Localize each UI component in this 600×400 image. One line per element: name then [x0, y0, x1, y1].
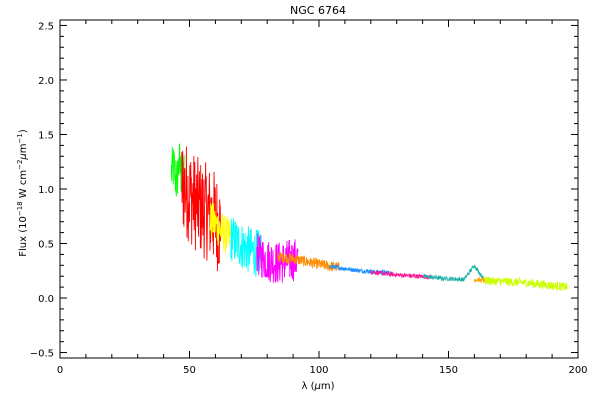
y-label-exp-18: −18 — [16, 201, 24, 216]
x-tick-label: 200 — [568, 365, 587, 376]
x-tick-label: 100 — [309, 365, 328, 376]
y-tick-label: 1.0 — [38, 185, 54, 196]
spectrum-series-5 — [256, 233, 299, 283]
y-label-exp-2: −2 — [16, 160, 24, 170]
x-tick-label: 150 — [439, 365, 458, 376]
y-tick-label: 2.5 — [38, 21, 54, 32]
ticks-layer: 0 50 100 150 200 −0.5 0.0 0.5 1.0 1.5 2.0 2.5 — [30, 20, 588, 376]
x-axis-label: λ (μm) — [301, 381, 334, 392]
y-axis-label: Flux (10−18 W cm−2μm−1) — [16, 129, 29, 257]
series-layer — [170, 143, 568, 291]
y-label-mu: μ — [18, 153, 29, 160]
y-label-m: m — [18, 143, 29, 153]
spectrum-series-2 — [181, 146, 222, 272]
y-tick-label: 2.0 — [38, 76, 54, 87]
spectrum-series-6 — [277, 251, 340, 272]
y-tick-label: 0.5 — [38, 240, 54, 251]
chart-title: NGC 6764 — [290, 4, 346, 17]
x-axis-label-mu: μ — [313, 381, 320, 392]
y-label-exp-1: −1 — [16, 133, 24, 143]
spectrum-series-4 — [230, 218, 263, 277]
x-tick-label: 0 — [57, 365, 63, 376]
spectrum-series-7 — [329, 264, 392, 277]
y-tick-label: −0.5 — [30, 349, 54, 360]
spectrum-series-9 — [422, 264, 485, 283]
x-axis-label-unit: m) — [321, 381, 335, 392]
y-tick-label: 1.5 — [38, 130, 54, 141]
x-axis-label-text: λ ( — [301, 381, 314, 392]
spectrum-series-3 — [209, 202, 232, 253]
y-tick-label: 0.0 — [38, 294, 54, 305]
spectrum-series-8 — [370, 269, 434, 280]
spectrum-series-11 — [484, 276, 568, 291]
x-tick-label: 50 — [183, 365, 196, 376]
y-label-part-wcm: W cm — [18, 170, 29, 201]
y-label-close: ) — [18, 129, 29, 133]
y-label-part-flux: Flux (10 — [18, 216, 29, 257]
